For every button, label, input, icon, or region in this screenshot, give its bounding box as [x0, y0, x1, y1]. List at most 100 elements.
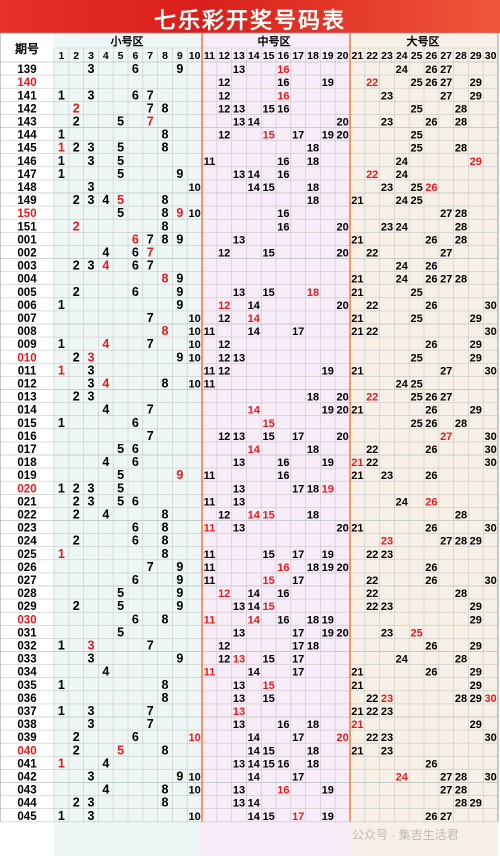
drawn-number: 19	[322, 130, 334, 142]
drawn-number: 8	[162, 101, 169, 115]
title-banner: 七乐彩开奖号码表	[0, 0, 500, 34]
draw-row: 026 7 9 11 16 18 19 20 26	[17, 560, 437, 574]
drawn-number: 29	[470, 719, 482, 731]
draw-row: 145 1 2 3 5 8 18 25 28	[17, 141, 467, 155]
draw-row: 011 1 3 11 12 19 21 27 30	[18, 363, 497, 377]
drawn-number: 15	[262, 745, 274, 757]
drawn-number: 10	[188, 339, 200, 351]
drawn-number: 28	[455, 143, 467, 155]
period-label: 022	[17, 510, 36, 522]
period-label: 042	[17, 772, 36, 784]
period-label: 148	[17, 182, 37, 194]
drawn-number: 1	[58, 363, 65, 377]
period-label: 029	[17, 601, 36, 613]
drawn-number: 29	[470, 680, 482, 692]
period-label: 027	[17, 575, 36, 587]
drawn-number: 12	[218, 641, 230, 653]
drawn-number: 9	[176, 350, 183, 364]
drawn-number: 23	[381, 549, 393, 561]
draw-row: 012 3 4 8 10 11 24 25	[17, 377, 422, 391]
drawn-number: 8	[162, 128, 169, 142]
column-header-29: 29	[470, 50, 482, 62]
drawn-number: 24	[396, 654, 409, 666]
drawn-number: 12	[218, 300, 230, 312]
drawn-number: 10	[188, 352, 200, 364]
draw-row: 035 1 8 13 15 21 29	[17, 678, 482, 692]
drawn-number: 1	[58, 678, 65, 692]
column-header-26: 26	[426, 50, 438, 62]
column-header-13: 13	[233, 50, 245, 62]
drawn-number: 23	[381, 732, 393, 744]
drawn-number: 2	[73, 193, 80, 207]
drawn-number: 3	[88, 809, 95, 823]
draw-row: 025 1 8 11 15 17 19 22 23	[17, 547, 393, 561]
drawn-number: 5	[117, 494, 124, 508]
drawn-number: 27	[440, 392, 452, 404]
drawn-number: 19	[322, 614, 334, 626]
drawn-number: 20	[336, 392, 348, 404]
drawn-number: 6	[132, 534, 139, 548]
drawn-number: 28	[455, 772, 467, 784]
drawn-number: 29	[470, 667, 482, 679]
drawn-number: 17	[292, 130, 304, 142]
drawn-number: 4	[102, 455, 109, 469]
draw-row: 030 6 8 11 14 16 18 19 29	[17, 612, 482, 626]
drawn-number: 3	[88, 350, 95, 364]
drawn-number: 25	[410, 287, 422, 299]
drawn-number: 9	[176, 652, 183, 666]
drawn-number: 14	[248, 772, 261, 784]
period-label: 014	[17, 405, 37, 417]
draw-row: 029 2 5 9 13 14 15 22 23 29	[17, 599, 482, 613]
drawn-number: 6	[132, 285, 139, 299]
drawn-number: 20	[336, 562, 348, 574]
drawn-number: 15	[262, 654, 274, 666]
drawn-number: 16	[277, 221, 289, 233]
drawn-number: 1	[58, 756, 65, 770]
drawn-number: 24	[396, 195, 409, 207]
period-label: 144	[17, 130, 37, 142]
drawn-number: 22	[366, 575, 378, 587]
drawn-number: 6	[132, 494, 139, 508]
drawn-number: 22	[366, 300, 378, 312]
period-label: 011	[18, 365, 37, 377]
drawn-number: 22	[366, 444, 378, 456]
drawn-number: 16	[277, 90, 289, 102]
drawn-number: 29	[470, 536, 482, 548]
drawn-number: 24	[396, 496, 409, 508]
drawn-number: 11	[204, 156, 216, 168]
draw-row: 044 2 3 8 13 14 28 29	[17, 796, 482, 810]
drawn-number: 2	[73, 350, 80, 364]
drawn-number: 24	[396, 221, 409, 233]
drawn-number: 14	[248, 798, 261, 810]
drawn-number: 13	[233, 627, 245, 639]
period-label: 009	[17, 339, 36, 351]
drawn-number: 12	[218, 588, 230, 600]
drawn-number: 26	[425, 667, 437, 679]
draw-row: 037 1 3 7 13 21 22 23	[17, 704, 393, 718]
draw-row: 150 5 8 9 10 16 27 28	[17, 206, 467, 220]
drawn-number: 28	[455, 274, 467, 286]
drawn-number: 18	[307, 758, 319, 770]
drawn-number: 10	[188, 313, 200, 325]
drawn-number: 15	[262, 418, 274, 430]
drawn-number: 16	[277, 785, 289, 797]
period-label: 030	[17, 614, 36, 626]
drawn-number: 14	[248, 169, 261, 181]
drawn-number: 23	[381, 90, 393, 102]
drawn-number: 14	[248, 588, 261, 600]
drawn-number: 25	[410, 379, 422, 391]
period-label: 016	[17, 431, 36, 443]
drawn-number: 5	[117, 586, 124, 600]
drawn-number: 21	[351, 234, 363, 246]
draw-row: 041 1 4 13 14 15 16 18 26	[17, 756, 437, 770]
drawn-number: 27	[440, 785, 452, 797]
drawn-number: 15	[262, 510, 274, 522]
period-label: 006	[17, 300, 36, 312]
draw-row: 038 3 7 13 16 18 21 29	[17, 717, 482, 731]
drawn-number: 1	[58, 416, 65, 430]
draw-row: 031 5 13 17 19 20 23 25	[17, 625, 422, 639]
drawn-number: 13	[233, 169, 245, 181]
drawn-number: 28	[455, 798, 467, 810]
drawn-number: 20	[336, 248, 348, 260]
drawn-number: 8	[162, 796, 169, 810]
